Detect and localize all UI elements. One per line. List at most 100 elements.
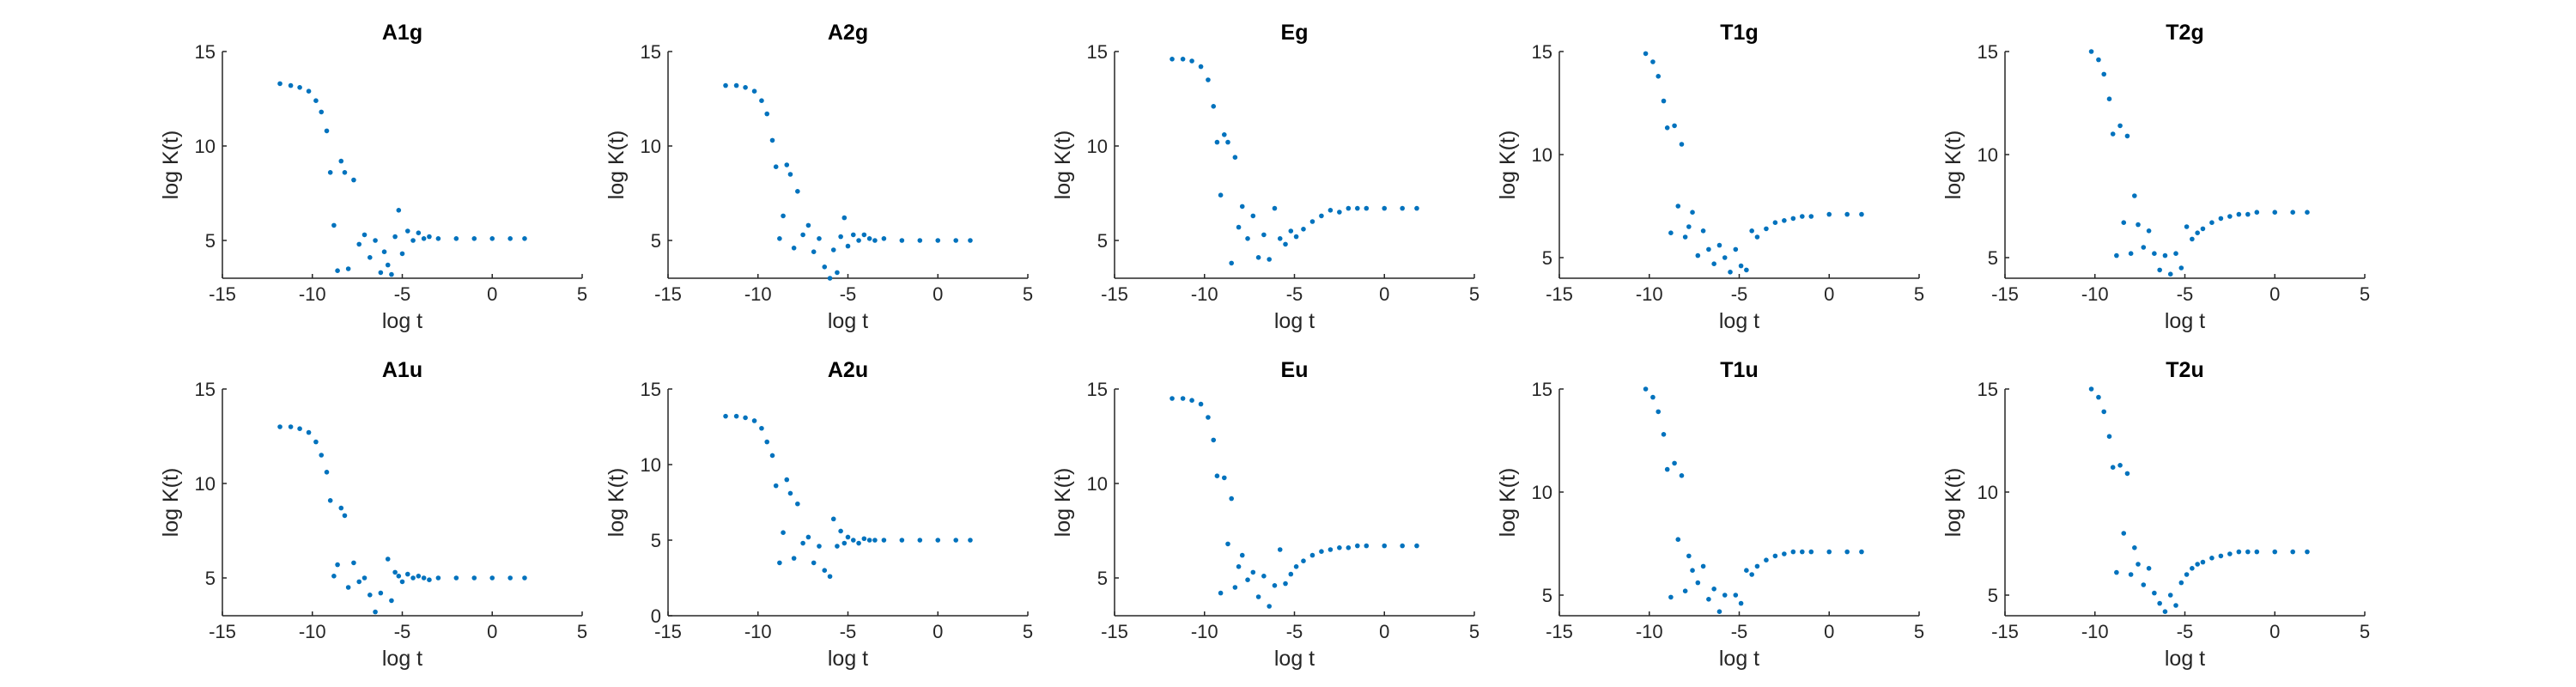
x-tick-label: -10 bbox=[744, 621, 772, 642]
data-point bbox=[1859, 211, 1864, 217]
data-point bbox=[373, 609, 378, 615]
data-point bbox=[2190, 566, 2195, 571]
data-point bbox=[791, 556, 797, 561]
data-point bbox=[1744, 568, 1749, 573]
y-tick-label: 5 bbox=[651, 530, 661, 551]
data-point bbox=[378, 590, 384, 596]
data-point bbox=[1327, 208, 1334, 213]
data-point bbox=[856, 540, 861, 546]
data-point bbox=[367, 593, 373, 598]
data-point bbox=[723, 413, 728, 419]
data-point bbox=[277, 81, 283, 87]
data-point bbox=[338, 505, 344, 511]
x-axis-label: log t bbox=[2165, 309, 2205, 333]
data-point bbox=[2290, 549, 2295, 555]
data-point bbox=[1706, 597, 1711, 602]
data-point bbox=[1844, 549, 1850, 555]
x-tick-label: 0 bbox=[1379, 283, 1389, 305]
data-point bbox=[1690, 568, 1695, 573]
data-point bbox=[743, 85, 748, 90]
data-point bbox=[1180, 57, 1186, 62]
data-point bbox=[1206, 77, 1211, 82]
data-point bbox=[373, 238, 378, 243]
data-point bbox=[313, 439, 319, 445]
data-point bbox=[2146, 228, 2152, 234]
y-axis-label: log K(t) bbox=[1496, 468, 1520, 538]
x-tick-label: -10 bbox=[1191, 621, 1218, 642]
data-point bbox=[324, 470, 330, 475]
x-tick-label: -15 bbox=[1101, 283, 1128, 305]
data-point bbox=[1277, 236, 1283, 241]
data-point bbox=[1679, 142, 1685, 147]
data-point bbox=[1382, 543, 1388, 549]
data-point bbox=[827, 574, 833, 580]
data-point bbox=[1189, 398, 1194, 404]
x-tick-label: -5 bbox=[1286, 283, 1303, 305]
data-point bbox=[507, 575, 513, 581]
data-point bbox=[2195, 562, 2200, 567]
data-point bbox=[2132, 545, 2137, 550]
data-point bbox=[2184, 224, 2190, 229]
data-point bbox=[743, 415, 748, 421]
data-point bbox=[1782, 551, 1787, 556]
data-point bbox=[751, 88, 757, 94]
data-point bbox=[2254, 210, 2260, 215]
data-point bbox=[841, 215, 848, 221]
data-point bbox=[1656, 74, 1662, 79]
data-point bbox=[1221, 475, 1227, 481]
data-point bbox=[1686, 224, 1692, 229]
x-tick-label: -10 bbox=[299, 283, 326, 305]
data-point bbox=[399, 251, 405, 257]
data-point bbox=[2272, 210, 2278, 215]
data-point bbox=[2245, 211, 2251, 217]
data-point bbox=[1272, 583, 1278, 588]
data-point bbox=[1267, 604, 1272, 609]
y-tick-label: 10 bbox=[1978, 482, 1998, 503]
data-point bbox=[2136, 562, 2141, 567]
subplot-t2g: T2g -15 -10 -5 0 5 5 10 15 log t log K(t) bbox=[1941, 21, 2370, 333]
x-axis-label: log t bbox=[2165, 647, 2205, 671]
data-point bbox=[2209, 556, 2215, 561]
data-point bbox=[471, 575, 477, 581]
data-point bbox=[356, 241, 362, 247]
subplot-a2u: A2u -15 -10 -5 0 5 0 5 10 15 log t log K(t) bbox=[605, 358, 1033, 671]
data-point bbox=[1711, 261, 1716, 267]
data-point bbox=[1722, 255, 1728, 260]
data-point bbox=[1690, 210, 1695, 215]
data-point bbox=[1267, 257, 1272, 262]
subplot-t2u: T2u -15 -10 -5 0 5 5 10 15 log t log K(t) bbox=[1941, 358, 2370, 671]
data-point bbox=[872, 238, 878, 243]
subplot-t1g: T1g -15 -10 -5 0 5 5 10 15 log t log K(t) bbox=[1496, 21, 1924, 333]
y-tick-label: 10 bbox=[1532, 144, 1552, 166]
data-point bbox=[838, 234, 843, 240]
y-tick-label: 15 bbox=[641, 379, 661, 400]
subplot-title: Eg bbox=[1281, 21, 1309, 45]
data-point bbox=[2152, 590, 2157, 596]
data-point bbox=[1337, 545, 1342, 550]
data-point bbox=[1686, 553, 1692, 559]
data-point bbox=[784, 477, 790, 483]
data-point bbox=[795, 189, 800, 194]
data-point bbox=[830, 247, 836, 252]
data-point bbox=[2305, 210, 2310, 215]
data-point bbox=[361, 232, 368, 238]
x-axis-label: log t bbox=[1274, 309, 1315, 333]
data-point bbox=[1749, 228, 1754, 234]
data-point bbox=[2245, 549, 2251, 555]
x-axis-label: log t bbox=[828, 647, 868, 671]
data-point bbox=[404, 228, 410, 234]
x-tick-label: 0 bbox=[487, 283, 497, 305]
data-point bbox=[342, 513, 348, 519]
data-point bbox=[1826, 549, 1832, 555]
data-point bbox=[1700, 563, 1706, 569]
y-tick-label: 5 bbox=[1097, 230, 1108, 252]
y-tick-label: 15 bbox=[1978, 379, 1998, 400]
data-point bbox=[827, 276, 833, 281]
data-point bbox=[1695, 580, 1701, 586]
data-point bbox=[1225, 541, 1230, 547]
data-point bbox=[1261, 574, 1267, 579]
data-point bbox=[1319, 549, 1324, 554]
data-point bbox=[1728, 270, 1733, 275]
data-point bbox=[787, 172, 793, 177]
